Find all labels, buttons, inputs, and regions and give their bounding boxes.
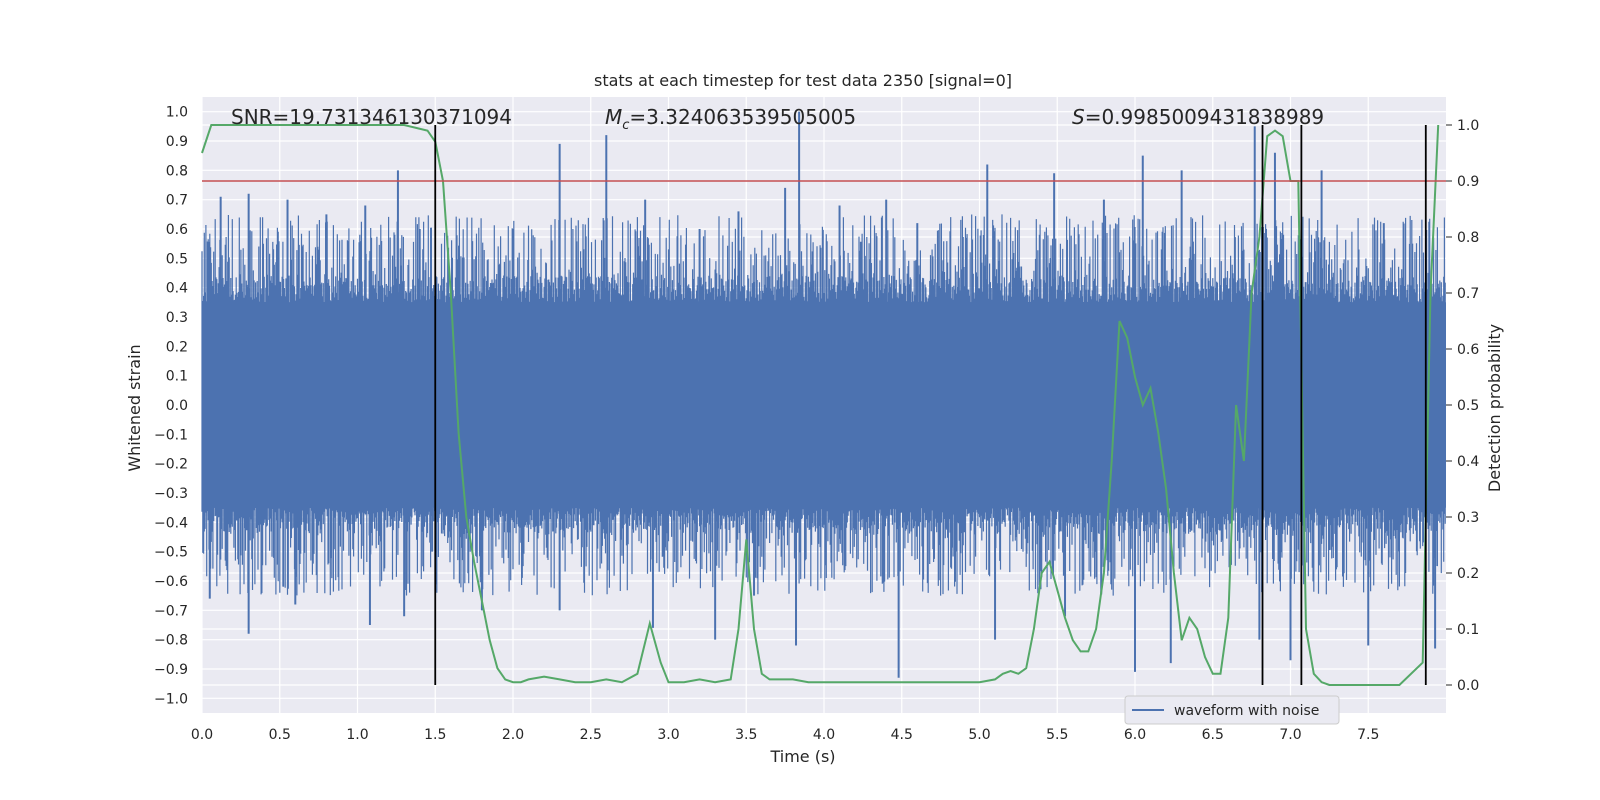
y-right-tick-label: 0.2 [1457,566,1479,582]
waveform-core-band [202,302,1446,508]
x-tick-label: 1.0 [346,727,368,743]
y-right-tick-label: 0.7 [1457,286,1479,302]
annotation-s-symbol: S [1072,105,1085,129]
y-right-tick-label: 1.0 [1457,118,1479,134]
y-left-tick-label: −1.0 [154,691,188,707]
x-tick-label: 2.0 [502,727,524,743]
annotation-mc-symbol: M [605,105,622,129]
x-axis-label: Time (s) [769,747,835,766]
y-left-tick-label: 0.7 [166,193,188,209]
x-tick-label: 5.5 [1046,727,1068,743]
x-tick-label: 2.5 [580,727,602,743]
y-left-tick-label: 0.1 [166,369,188,385]
legend-box [1124,695,1340,725]
annotation-mc-subscript: c [622,118,629,133]
x-tick-label: 0.5 [269,727,291,743]
y-right-axis-ticks: 0.0 0.1 0.2 0.3 0.4 0.5 0.6 0.7 0.8 0.9 1.0 [1446,118,1479,694]
x-tick-label: 5.0 [968,727,990,743]
annotation-mc-value: =3.324063539505005 [629,105,856,129]
y-left-tick-label: −0.6 [154,574,188,590]
y-right-tick-label: 0.1 [1457,622,1479,638]
y-left-tick-label: 0.6 [166,222,188,238]
y-left-tick-label: −0.2 [154,457,188,473]
chart-title: stats at each timestep for test data 235… [594,71,1012,90]
y-left-tick-label: −0.8 [154,633,188,649]
y-right-tick-label: 0.5 [1457,398,1479,414]
y-right-tick-label: 0.4 [1457,454,1479,470]
y-right-tick-label: 0.9 [1457,174,1479,190]
y-left-tick-label: −0.3 [154,486,188,502]
y-left-tick-label: 0.0 [166,398,188,414]
x-tick-label: 6.5 [1202,727,1224,743]
annotation-mc: Mc=3.324063539505005 [605,105,856,133]
y-left-axis-ticks: −1.0 −0.9 −0.8 −0.7 −0.6 −0.5 −0.4 −0.3 −0.2 −0.1… [154,105,188,708]
x-tick-label: 3.5 [735,727,757,743]
overlay-series [201,124,1446,686]
x-tick-label: 6.0 [1124,727,1146,743]
y-left-tick-label: 0.3 [166,310,188,326]
x-tick-label: 7.5 [1357,727,1379,743]
x-axis-ticks: 0.0 0.5 1.0 1.5 2.0 2.5 3.0 3.5 4.0 4.5 5.0 5.5 6.0 6… [191,727,1380,743]
y-left-tick-label: −0.9 [154,662,188,678]
x-tick-label: 4.5 [891,727,913,743]
y-left-tick-label: −0.4 [154,515,188,531]
y-right-tick-label: 0.8 [1457,230,1479,246]
x-tick-label: 7.0 [1279,727,1301,743]
annotation-s-value: =0.9985009431838989 [1085,105,1324,129]
y-left-tick-label: −0.1 [154,427,188,443]
legend-label-waveform: waveform with noise [1174,703,1319,719]
y-right-tick-label: 0.3 [1457,510,1479,526]
y-left-tick-label: 0.2 [166,339,188,355]
y-left-axis-label: Whitened strain [125,344,144,471]
y-left-tick-label: −0.5 [154,545,188,561]
y-left-tick-label: 0.8 [166,163,188,179]
y-right-tick-label: 0.6 [1457,342,1479,358]
y-left-tick-label: −0.7 [154,603,188,619]
annotation-s: S=0.9985009431838989 [1072,105,1324,129]
y-left-tick-label: 0.5 [166,251,188,267]
y-right-tick-label: 0.0 [1457,678,1479,694]
detection-probability-line [201,124,1440,686]
y-right-axis-label: Detection probability [1485,324,1504,492]
legend: waveform with noise [1124,695,1340,725]
x-tick-label: 0.0 [191,727,213,743]
y-left-tick-label: 1.0 [166,105,188,121]
waveform-series [201,111,1446,678]
x-tick-label: 4.0 [813,727,835,743]
y-left-tick-label: 0.4 [166,281,188,297]
x-tick-label: 1.5 [424,727,446,743]
annotation-snr: SNR=19.731346130371094 [231,105,512,129]
x-tick-label: 3.0 [657,727,679,743]
y-left-tick-label: 0.9 [166,134,188,150]
